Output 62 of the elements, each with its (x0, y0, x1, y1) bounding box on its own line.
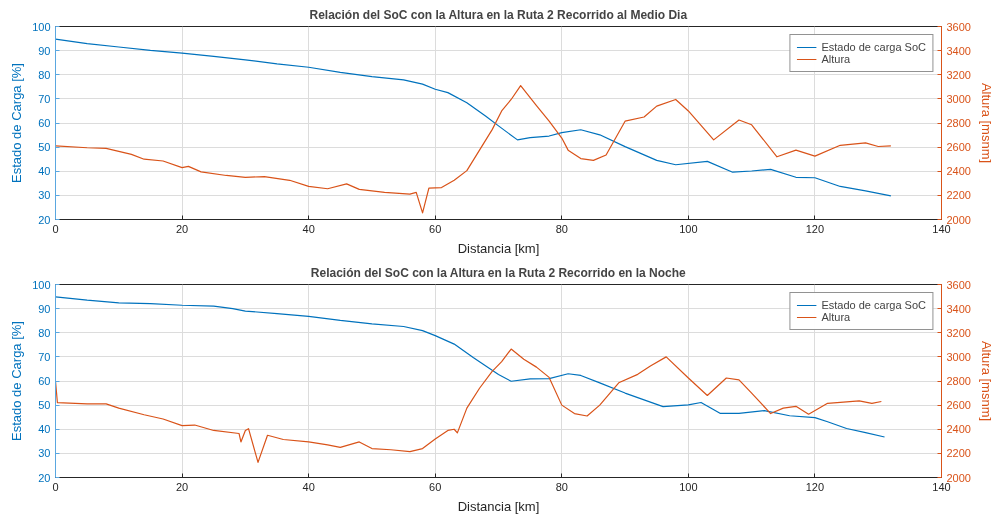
chart-title: Relación del SoC con la Altura en la Ruta 2 Recorrido en la Noche (310, 265, 687, 280)
legend-label: Altura (821, 53, 851, 65)
x-axis-title: Distancia [km] (457, 498, 540, 514)
y2-tick-label: 2800 (946, 375, 971, 387)
x-tick-label: 80 (555, 222, 568, 235)
x-tick-label: 100 (679, 222, 698, 235)
y2-tick-label: 3000 (946, 92, 971, 105)
x-tick-label: 0 (52, 480, 59, 493)
legend-label: Altura (821, 311, 851, 323)
y-tick-label: 70 (38, 92, 51, 105)
y-tick-label: 70 (38, 350, 51, 363)
y-tick-label: 20 (38, 213, 51, 226)
y2-axis-title: Altura [msnm] (978, 340, 994, 422)
y-tick-label: 50 (38, 399, 51, 412)
y2-tick-label: 2200 (946, 447, 971, 460)
y-tick-label: 80 (38, 326, 51, 339)
y2-tick-label: 3600 (946, 278, 971, 291)
x-tick-label: 0 (52, 222, 59, 235)
line-series (55, 85, 892, 214)
y2-tick-label: 3400 (946, 302, 971, 315)
y-tick-label: 80 (38, 68, 51, 81)
y-tick-label: 30 (38, 189, 51, 202)
y-axis-title: Estado de Carga [%] (9, 63, 25, 183)
y2-tick-label: 2600 (946, 141, 971, 154)
y2-tick-label: 3400 (946, 44, 971, 57)
line-series (55, 348, 882, 464)
x-tick-label: 60 (429, 480, 442, 493)
y-tick-label: 60 (38, 117, 51, 129)
x-tick-label: 120 (805, 222, 825, 235)
legend-label: Estado de carga SoC (821, 299, 926, 311)
y2-tick-label: 2400 (946, 165, 971, 178)
legend-label: Estado de carga SoC (821, 41, 926, 53)
y-tick-label: 20 (38, 471, 51, 484)
x-tick-label: 40 (302, 480, 315, 493)
y-tick-label: 100 (32, 20, 51, 33)
y2-axis-title: Altura [msnm] (978, 82, 994, 164)
y-tick-label: 90 (38, 44, 51, 57)
y2-tick-label: 3000 (946, 350, 971, 363)
y-tick-label: 30 (38, 447, 51, 460)
x-tick-label: 80 (555, 480, 568, 493)
y2-tick-label: 2400 (946, 423, 971, 436)
chart-title: Relación del SoC con la Altura en la Ruta 2 Recorrido al Medio Dia (309, 7, 688, 22)
y2-tick-label: 3600 (946, 20, 971, 33)
x-tick-label: 120 (805, 480, 825, 493)
y-tick-label: 40 (38, 423, 51, 436)
x-tick-label: 20 (175, 480, 189, 493)
x-tick-label: 40 (302, 222, 315, 235)
y2-tick-label: 3200 (946, 68, 971, 81)
y2-tick-label: 2600 (946, 399, 971, 412)
y-tick-label: 90 (38, 302, 51, 315)
y-tick-label: 100 (32, 278, 51, 291)
x-tick-label: 100 (679, 480, 698, 493)
y-tick-label: 40 (38, 165, 51, 178)
y-tick-label: 50 (38, 141, 51, 154)
y2-tick-label: 2200 (946, 189, 971, 202)
x-tick-label: 20 (175, 222, 189, 235)
y2-tick-label: 3200 (946, 326, 971, 339)
x-tick-label: 60 (429, 222, 442, 235)
x-axis-title: Distancia [km] (457, 240, 540, 256)
y-axis-title: Estado de Carga [%] (9, 321, 25, 441)
y2-tick-label: 2800 (946, 117, 971, 129)
y-tick-label: 60 (38, 375, 51, 387)
